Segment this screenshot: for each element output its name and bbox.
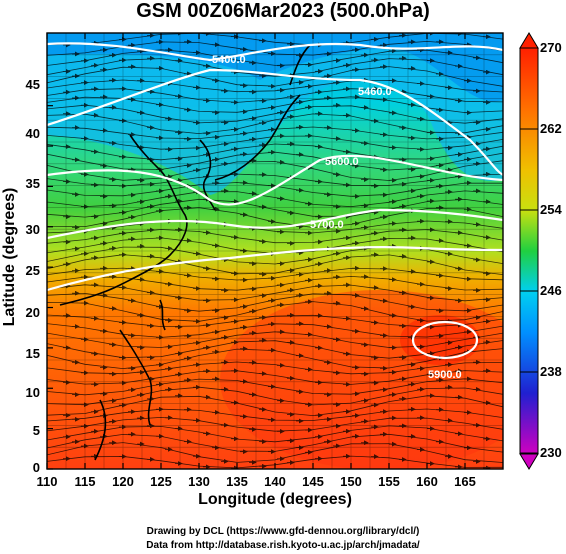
y-tick-label: 20 xyxy=(25,305,40,320)
x-tick-label: 125 xyxy=(150,474,172,489)
x-tick-label: 135 xyxy=(226,474,248,489)
map-title: GSM 00Z06Mar2023 (500.0hPa) xyxy=(136,0,430,22)
y-tick-label: 25 xyxy=(25,263,40,278)
y-tick-label: 10 xyxy=(25,385,40,400)
x-tick-label: 120 xyxy=(112,474,134,489)
contour-label-1: 5400.0 xyxy=(212,54,246,66)
height-contours xyxy=(47,42,503,360)
x-axis-label: Longitude (degrees) xyxy=(198,491,352,508)
contour-label-5: 5900.0 xyxy=(428,369,462,381)
map-plot-area xyxy=(47,33,503,469)
x-tick-label: 155 xyxy=(378,474,400,489)
y-tick-label: 30 xyxy=(25,222,40,237)
y-tick-label: 35 xyxy=(25,176,40,191)
x-tick-label: 165 xyxy=(454,474,476,489)
x-tick-label: 110 xyxy=(36,474,58,489)
contour-label-3: 5600.0 xyxy=(325,156,359,168)
colorbar-tick-label: 238 xyxy=(540,364,562,379)
contour-label-2: 5460.0 xyxy=(358,86,392,98)
x-tick-label: 150 xyxy=(340,474,362,489)
y-tick-label: 40 xyxy=(25,126,40,141)
x-tick-label: 140 xyxy=(264,474,286,489)
x-tick-label: 160 xyxy=(416,474,438,489)
colorbar-tick-label: 230 xyxy=(540,445,562,460)
x-tick-label: 130 xyxy=(188,474,210,489)
colorbar xyxy=(519,32,539,470)
credit-drawing: Drawing by DCL (https://www.gfd-dennou.o… xyxy=(146,526,420,537)
coastlines xyxy=(59,44,311,461)
credit-data: Data from http://database.rish.kyoto-u.a… xyxy=(146,540,420,551)
y-axis-label: Latitude (degrees) xyxy=(1,187,18,327)
y-tick-label: 0 xyxy=(32,460,40,475)
contour-label-4: 5700.0 xyxy=(310,219,344,231)
colorbar-tick-label: 254 xyxy=(540,202,562,217)
y-tick-label: 45 xyxy=(25,77,40,92)
colorbar-tick-label: 270 xyxy=(540,40,562,55)
y-tick-label: 15 xyxy=(25,346,40,361)
x-tick-label: 145 xyxy=(302,474,324,489)
x-tick-label: 115 xyxy=(74,474,96,489)
colorbar-tick-label: 246 xyxy=(540,283,562,298)
colorbar-tick-label: 262 xyxy=(540,121,562,136)
y-tick-label: 5 xyxy=(32,423,40,438)
